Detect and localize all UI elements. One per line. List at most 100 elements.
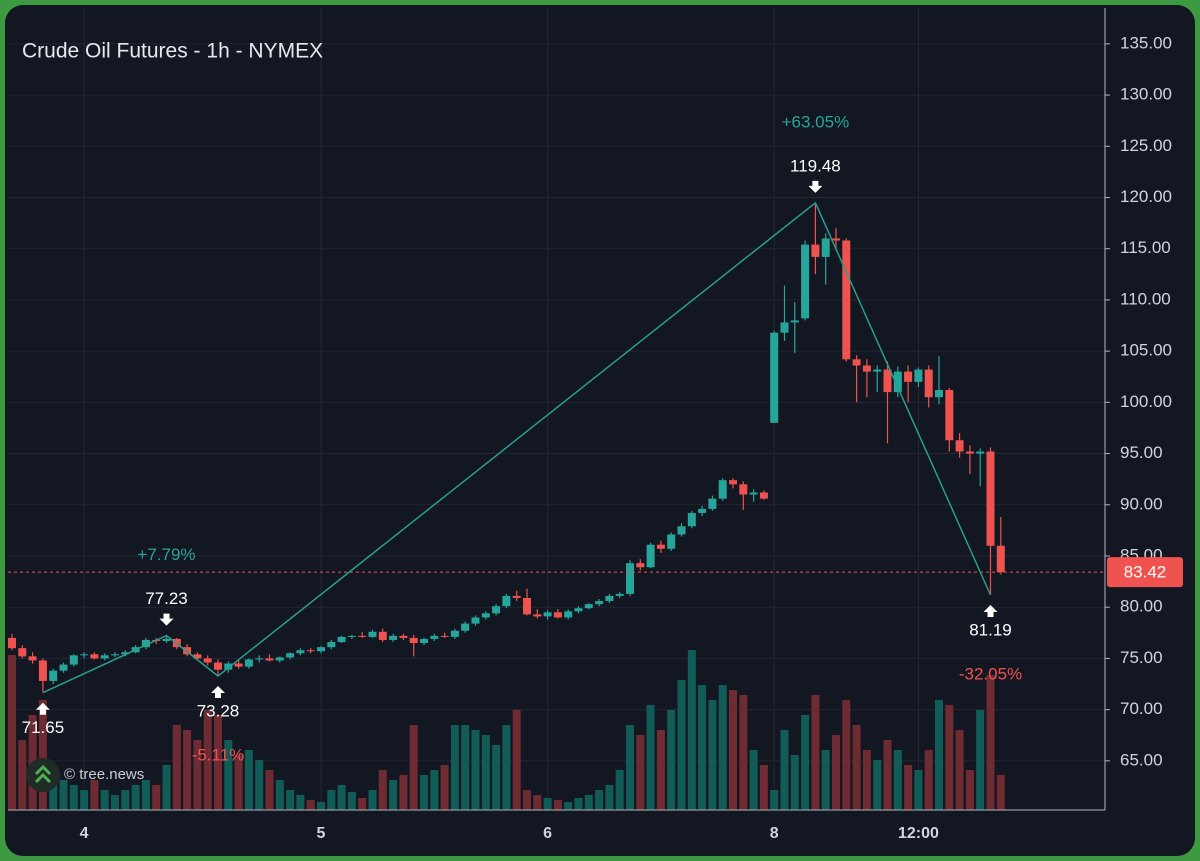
volume-bar — [924, 750, 933, 810]
x-tick-label: 8 — [770, 825, 779, 842]
volume-bar — [739, 695, 748, 810]
candle-body — [337, 636, 346, 643]
candle-body — [461, 623, 470, 631]
y-tick-label: 110.00 — [1120, 289, 1171, 308]
volume-bar — [420, 775, 428, 810]
volume-bar — [203, 710, 212, 810]
candle-body — [780, 322, 789, 333]
volume-bar — [533, 795, 542, 810]
candle-body — [183, 647, 192, 655]
volume-bar — [59, 780, 68, 810]
volume-bar — [69, 785, 78, 810]
candle-body — [471, 617, 480, 624]
volume-bar — [286, 790, 295, 810]
candle-body — [255, 658, 264, 660]
volume-bar — [543, 798, 552, 810]
volume-bar — [893, 750, 902, 810]
candle-body — [450, 630, 459, 637]
volume-bar — [121, 790, 130, 810]
volume-bar — [811, 695, 820, 810]
pivot-label: 71.65 — [22, 718, 65, 737]
candle-body — [8, 637, 16, 649]
candle-body — [162, 638, 171, 641]
volume-bar — [347, 792, 356, 810]
candle-body — [739, 484, 748, 495]
volume-bar — [450, 725, 459, 810]
candle-body — [832, 238, 840, 241]
volume-bar — [90, 780, 99, 810]
volume-bar — [152, 785, 161, 810]
pivot-label: 77.23 — [145, 589, 188, 608]
volume-bar — [244, 750, 253, 810]
pivot-label: 81.19 — [969, 620, 1012, 639]
candle-body — [533, 614, 542, 617]
candle-body — [244, 659, 253, 667]
volume-bar — [409, 725, 418, 810]
candle-body — [38, 660, 47, 681]
candle-body — [646, 544, 655, 568]
candle-body — [914, 369, 923, 382]
candle-body — [883, 369, 892, 393]
volume-bar — [687, 650, 696, 810]
watermark-text: © tree.news — [64, 766, 144, 783]
volume-bar — [131, 785, 140, 810]
volume-bar — [986, 675, 995, 810]
volume-bar — [708, 700, 717, 810]
volume-bar — [636, 735, 645, 810]
candle-body — [553, 612, 562, 618]
pivot-change: +63.05% — [782, 112, 850, 131]
y-tick-label: 115.00 — [1120, 238, 1171, 257]
volume-bar — [141, 780, 150, 810]
volume-bar — [842, 700, 851, 810]
candle-body — [574, 608, 583, 612]
volume-bar — [605, 785, 614, 810]
volume-bar — [904, 765, 913, 810]
candle-body — [564, 611, 573, 618]
chart-title: Crude Oil Futures - 1h - NYMEX — [22, 40, 323, 63]
volume-bar — [996, 775, 1005, 810]
volume-bar — [914, 770, 923, 810]
candle-body — [996, 545, 1005, 573]
candle-body — [749, 492, 758, 495]
volume-bar — [183, 730, 192, 810]
candle-body — [543, 612, 552, 617]
pivot-change: +7.79% — [137, 545, 195, 564]
pivot-arrow — [35, 702, 50, 715]
candle-body — [296, 650, 305, 654]
volume-bar — [780, 730, 789, 810]
volume-bar — [759, 765, 768, 810]
candle-body — [584, 604, 593, 609]
volume-bar — [862, 750, 871, 810]
volume-bar — [111, 795, 119, 810]
volume-bar — [337, 785, 346, 810]
volume-bar — [626, 725, 634, 810]
chart-background — [5, 5, 1195, 856]
candle-body — [430, 635, 439, 639]
y-tick-label: 130.00 — [1120, 85, 1172, 104]
candle-body — [193, 654, 202, 659]
candle-body — [481, 613, 490, 618]
pivot-change: -5.11% — [192, 746, 245, 765]
candle-body — [358, 635, 367, 637]
candle-body — [976, 451, 985, 454]
candle-body — [842, 240, 851, 360]
y-tick-label: 100.00 — [1120, 392, 1172, 411]
candle-body — [317, 647, 325, 652]
candle-body — [893, 371, 902, 393]
y-tick-label: 135.00 — [1120, 33, 1172, 52]
candle-body — [121, 652, 130, 655]
candle-body — [698, 508, 707, 513]
candle-body — [821, 238, 830, 257]
volume-bar — [306, 800, 315, 810]
volume-bar — [677, 680, 686, 810]
pivot-arrow — [211, 686, 225, 699]
volume-bar — [873, 760, 882, 810]
candle-body — [28, 656, 37, 661]
volume-bar — [584, 795, 593, 810]
candle-body — [523, 597, 531, 615]
candle-body — [945, 390, 954, 441]
volume-bar — [790, 755, 799, 810]
candle-body — [862, 365, 871, 372]
volume-bar — [471, 730, 480, 810]
